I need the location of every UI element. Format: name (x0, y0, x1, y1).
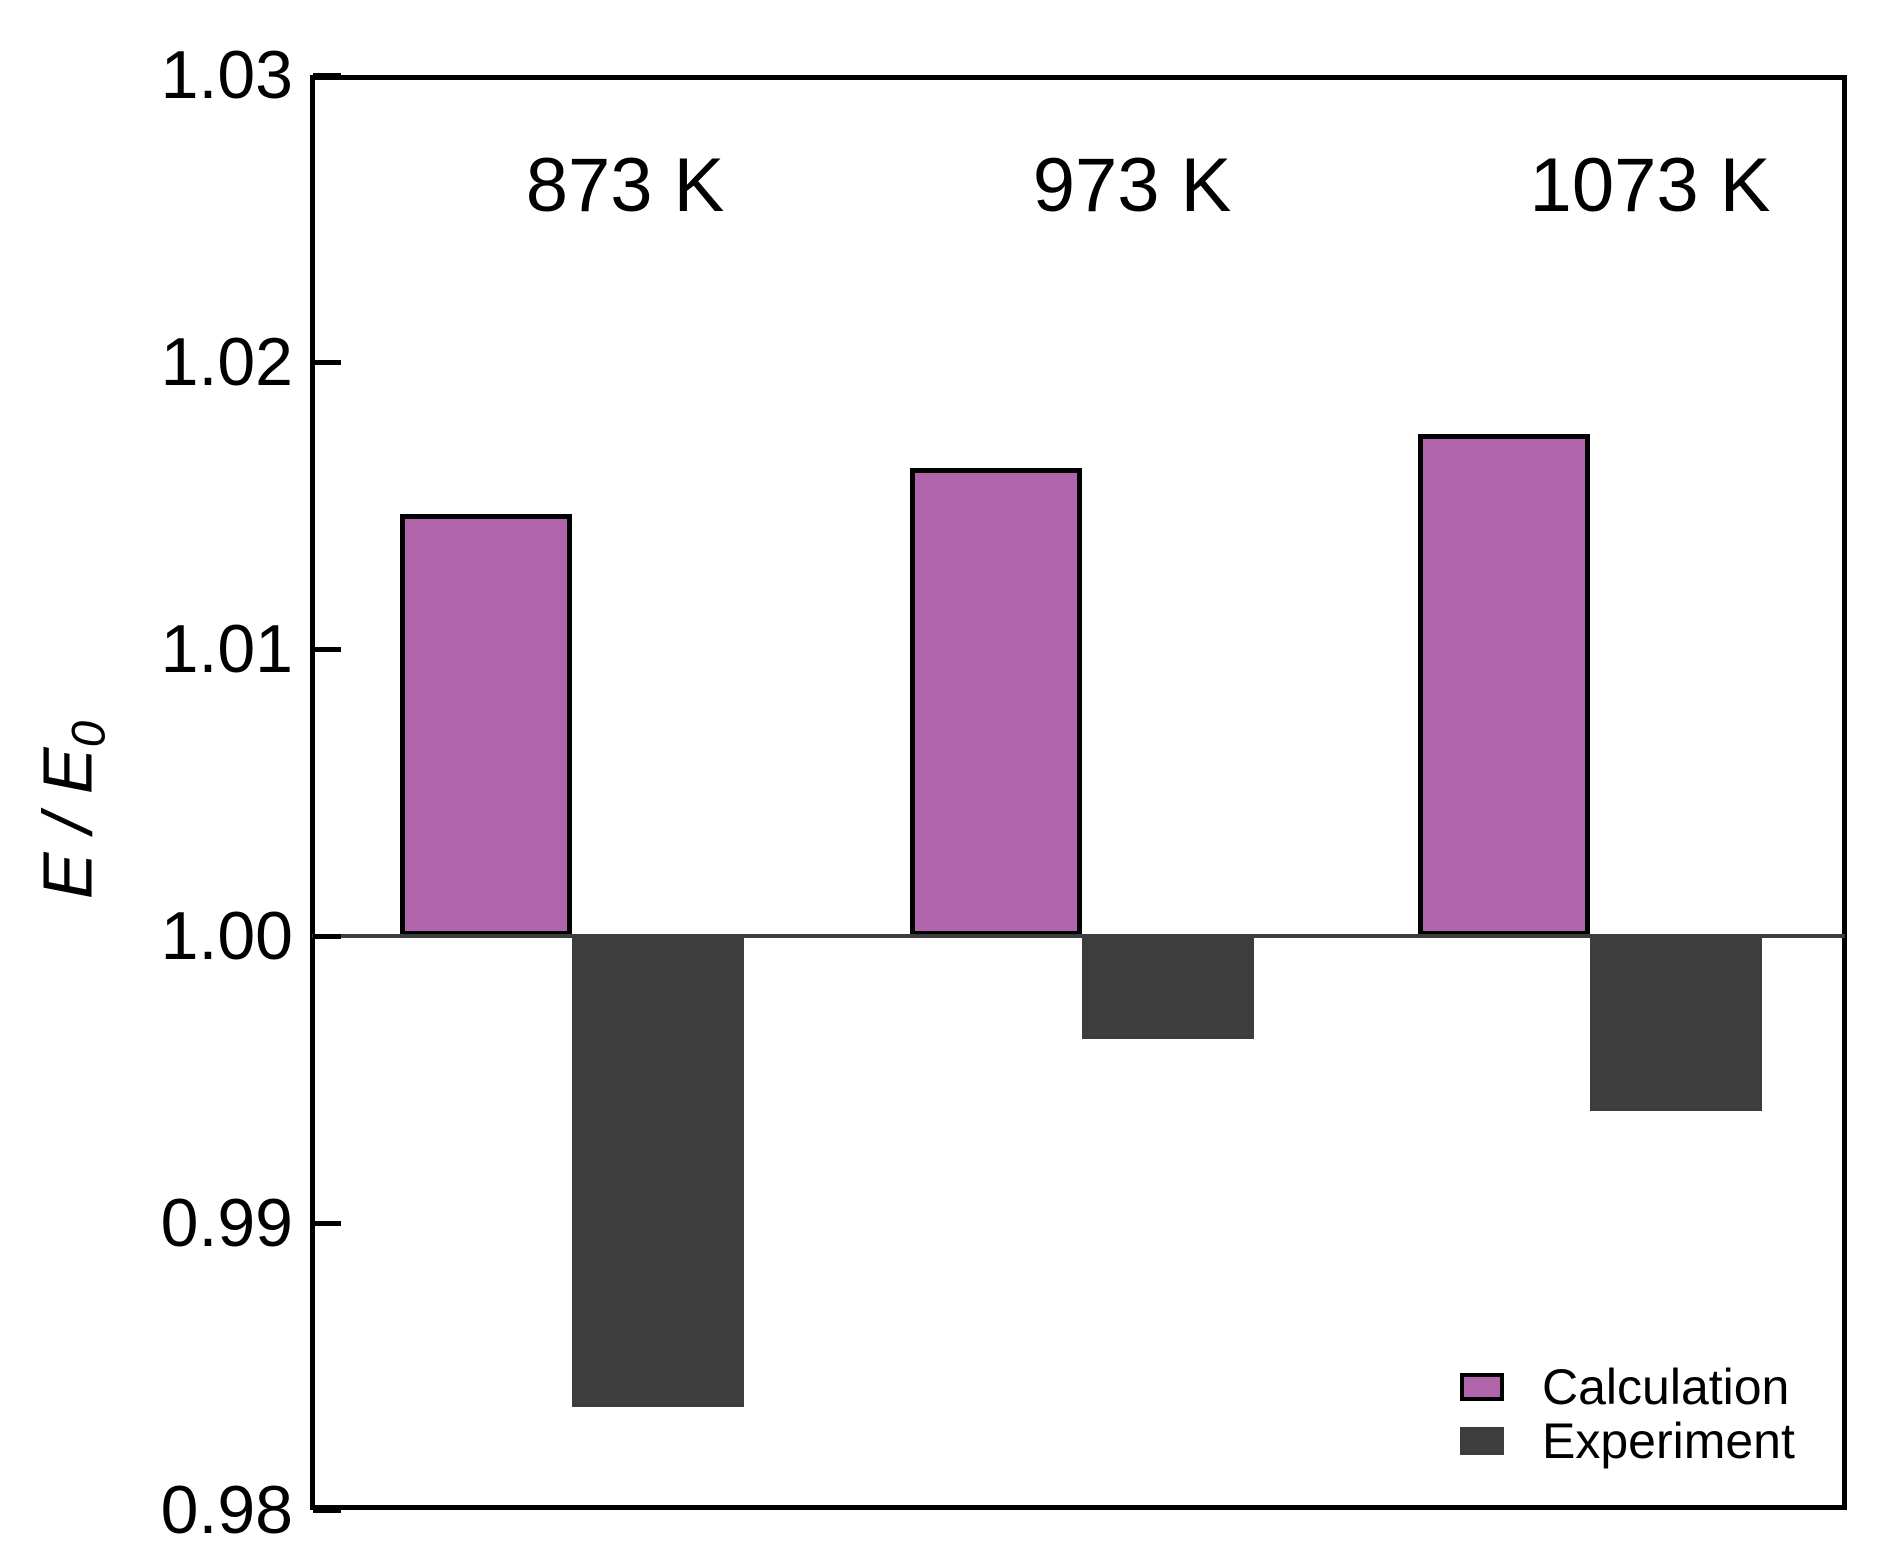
legend: Calculation Experiment (1452, 1360, 1795, 1468)
bar-experiment-973k (1082, 936, 1254, 1040)
bar-calculation-973k (910, 468, 1082, 936)
y-axis-tick-1.00 (313, 933, 341, 939)
bar-experiment-1073k (1590, 936, 1762, 1112)
y-axis-tick-1.01 (313, 646, 341, 652)
y-axis-tick-label-0.98: 0.98 (160, 1472, 293, 1548)
y-axis-tick-0.99 (313, 1220, 341, 1226)
bar-experiment-873k (572, 936, 744, 1407)
legend-item-calculation: Calculation (1452, 1360, 1795, 1414)
y-axis-title-subscript: 0 (62, 720, 116, 748)
bar-calculation-873k (400, 514, 572, 936)
y-axis-tick-0.98 (313, 1507, 341, 1513)
y-axis-tick-1.03 (313, 72, 341, 78)
y-axis-tick-label-1.00: 1.00 (160, 898, 293, 974)
plot-border (310, 75, 1847, 1510)
group-label-973k: 973 K (1032, 143, 1232, 228)
y-axis-title: E / E0 (27, 721, 116, 899)
legend-label-experiment: Experiment (1542, 1413, 1795, 1469)
legend-label-calculation: Calculation (1542, 1359, 1790, 1415)
group-label-1073k: 1073 K (1529, 143, 1771, 228)
bar-calculation-1073k (1418, 433, 1590, 936)
group-label-873k: 873 K (525, 143, 725, 228)
y-axis-tick-label-1.02: 1.02 (160, 324, 293, 400)
y-axis-tick-label-1.03: 1.03 (160, 37, 293, 113)
y-axis-tick-label-0.99: 0.99 (160, 1185, 293, 1261)
legend-swatch-experiment (1460, 1427, 1504, 1455)
y-axis-title-main: E / E (28, 747, 107, 900)
baseline-1.00-line (312, 934, 1845, 938)
legend-item-experiment: Experiment (1452, 1414, 1795, 1468)
y-axis-tick-1.02 (313, 359, 341, 365)
legend-swatch-calculation (1460, 1373, 1504, 1401)
y-axis-tick-label-1.01: 1.01 (160, 611, 293, 687)
